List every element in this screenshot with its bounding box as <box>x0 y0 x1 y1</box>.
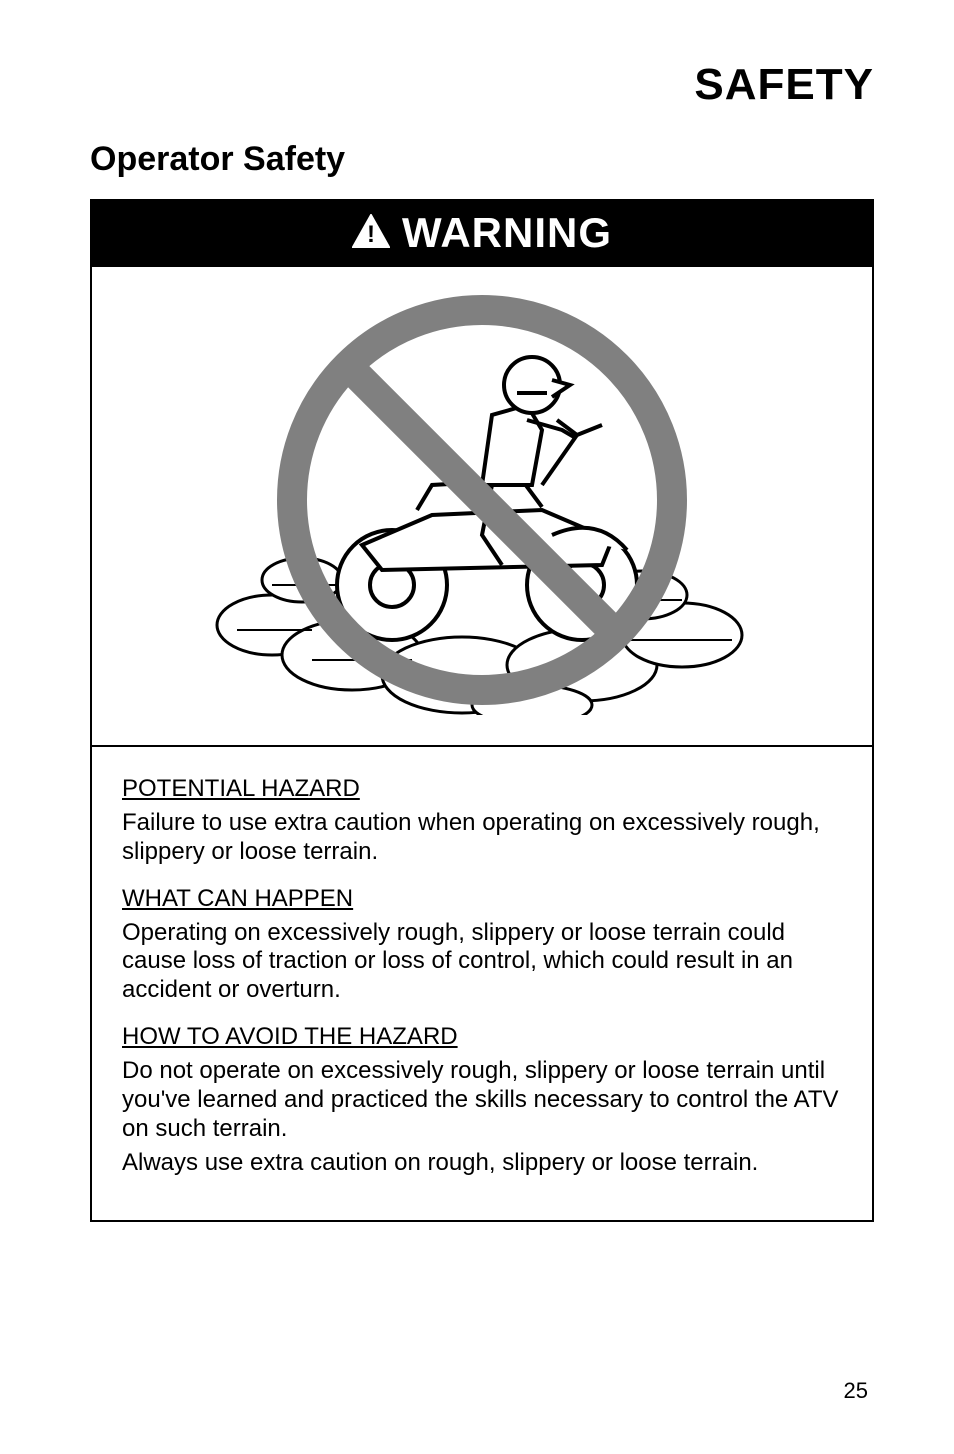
warning-header: ! WARNING <box>92 201 872 267</box>
warning-content: POTENTIAL HAZARD Failure to use extra ca… <box>92 747 872 1220</box>
page-number: 25 <box>844 1378 868 1404</box>
page-title: SAFETY <box>90 60 874 110</box>
atv-rough-terrain-illustration <box>182 285 782 715</box>
prohibition-icon <box>292 310 672 690</box>
warning-box: ! WARNING <box>90 199 874 1222</box>
svg-text:!: ! <box>367 221 375 248</box>
page: SAFETY Operator Safety ! WARNING <box>0 0 954 1454</box>
warning-header-text: WARNING <box>402 209 612 257</box>
how-to-avoid-heading: HOW TO AVOID THE HAZARD <box>122 1023 842 1051</box>
potential-hazard-body: Failure to use extra caution when operat… <box>122 809 842 867</box>
how-to-avoid-body-2: Always use extra caution on rough, slipp… <box>122 1149 842 1178</box>
warning-triangle-icon: ! <box>352 214 390 253</box>
illustration-area <box>92 267 872 747</box>
potential-hazard-heading: POTENTIAL HAZARD <box>122 775 842 803</box>
section-title: Operator Safety <box>90 140 874 179</box>
what-can-happen-body: Operating on excessively rough, slippery… <box>122 919 842 1005</box>
how-to-avoid-body-1: Do not operate on excessively rough, sli… <box>122 1057 842 1143</box>
what-can-happen-heading: WHAT CAN HAPPEN <box>122 885 842 913</box>
